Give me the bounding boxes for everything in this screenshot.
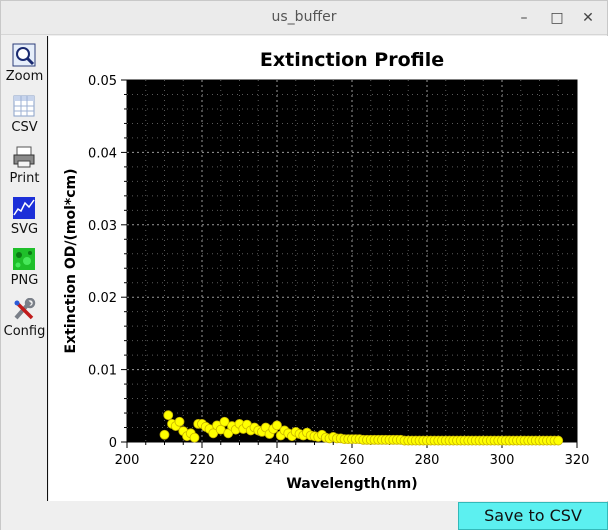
svg-button[interactable]: SVG [1,196,48,246]
x-tick-label: 200 [115,453,140,468]
svg-icon [13,197,35,219]
config-icon [14,298,36,320]
y-axis-label: Extinction OD/(mol*cm) [63,169,79,354]
close-icon[interactable]: ✕ [582,10,594,26]
data-point [553,435,564,446]
data-point [163,410,174,421]
plot-panel: Extinction Profile 200 220 240 260 280 300 320 0… [49,36,608,501]
x-tick-label: 320 [565,453,590,468]
maximize-icon[interactable]: □ [550,10,564,26]
png-icon [13,248,35,270]
data-point [174,416,185,427]
y-tick-label: 0 [109,436,117,451]
plot-toolbar: Zoom CSV Print [1,36,48,501]
svg-label: SVG [10,222,39,237]
y-tick-label: 0.02 [88,291,117,306]
csv-button[interactable]: CSV [1,94,48,144]
x-tick-label: 220 [190,453,215,468]
save-to-csv-button[interactable]: Save to CSV [458,502,608,530]
data-point [219,416,230,427]
extinction-chart[interactable]: Extinction Profile 200 220 240 260 280 300 320 0… [49,36,608,501]
y-tick-label: 0.01 [88,364,117,379]
x-axis-label: Wavelength(nm) [286,476,417,492]
x-tick-label: 240 [265,453,290,468]
x-tick-label: 280 [415,453,440,468]
x-tick-label: 300 [490,453,515,468]
y-tick-label: 0.04 [88,146,117,161]
config-button[interactable]: Config [1,298,48,348]
x-tick-label: 260 [340,453,365,468]
zoom-button[interactable]: Zoom [1,43,48,93]
csv-label: CSV [11,120,38,135]
data-point [272,420,282,431]
minimize-icon[interactable]: – [520,10,528,26]
png-label: PNG [10,273,39,288]
window-title: us_buffer [271,9,337,25]
print-icon [13,146,35,168]
title-bar: us_buffer – □ ✕ [1,1,607,35]
csv-icon [13,95,35,117]
chart-title: Extinction Profile [260,49,444,71]
data-point [159,429,170,440]
print-label: Print [9,171,40,186]
print-button[interactable]: Print [1,145,48,195]
y-tick-label: 0.03 [88,219,117,234]
data-point [189,432,200,443]
y-tick-label: 0.05 [88,74,117,89]
config-label: Config [3,324,46,339]
png-button[interactable]: PNG [1,247,48,297]
zoom-label: Zoom [5,69,44,84]
zoom-icon [12,43,36,67]
